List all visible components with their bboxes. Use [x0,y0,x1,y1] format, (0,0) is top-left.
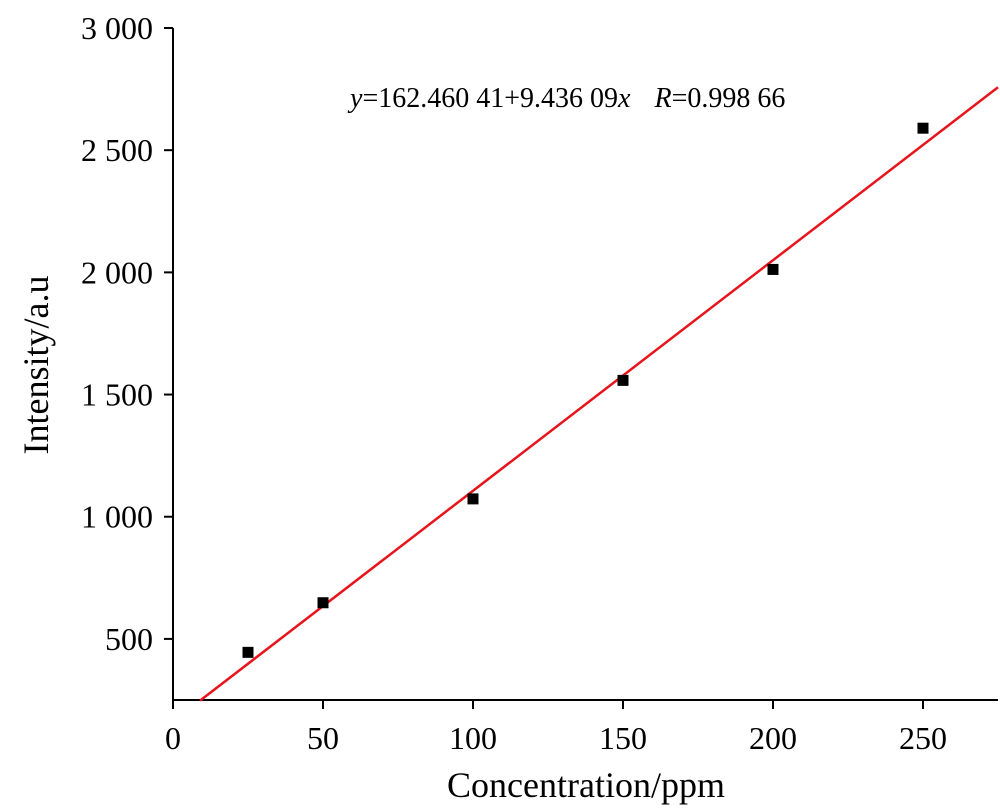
x-tick-label: 200 [749,720,797,756]
y-tick-label: 500 [105,621,153,657]
data-point [767,263,779,275]
equation-body: =162.460 41+9.436 09 [362,83,618,114]
y-axis-title: Intensity/a.u [16,276,56,455]
fit-line-group [199,86,999,702]
data-point [242,646,254,658]
data-point [917,122,929,134]
x-tick-label: 150 [599,720,647,756]
equation-r-value: =0.998 66 [672,83,786,114]
y-tick-label: 1 500 [81,377,153,413]
x-tick-label: 100 [449,720,497,756]
data-points [242,122,929,658]
data-point [617,374,629,386]
fit-equation: y=162.460 41+9.436 09x R=0.998 66 [347,83,785,114]
y-tick-label: 2 000 [81,254,153,290]
equation-r-var: R [653,83,671,114]
y-ticks: 500 1 000 1 500 2 000 2 500 3 000 [81,10,173,657]
x-tick-label: 250 [899,720,947,756]
data-point [317,597,329,609]
x-axis-title: Concentration/ppm [447,765,725,805]
x-tick-label: 50 [307,720,339,756]
equation-x-var: x [617,83,631,114]
y-tick-label: 3 000 [81,10,153,46]
equation-y-var: y [347,83,363,114]
y-tick-label: 2 500 [81,132,153,168]
data-point [467,493,479,505]
fit-line [199,86,999,702]
y-tick-label: 1 000 [81,499,153,535]
x-ticks: 0 50 100 150 200 250 [165,700,947,756]
x-tick-label: 0 [165,720,181,756]
axes [172,28,998,701]
